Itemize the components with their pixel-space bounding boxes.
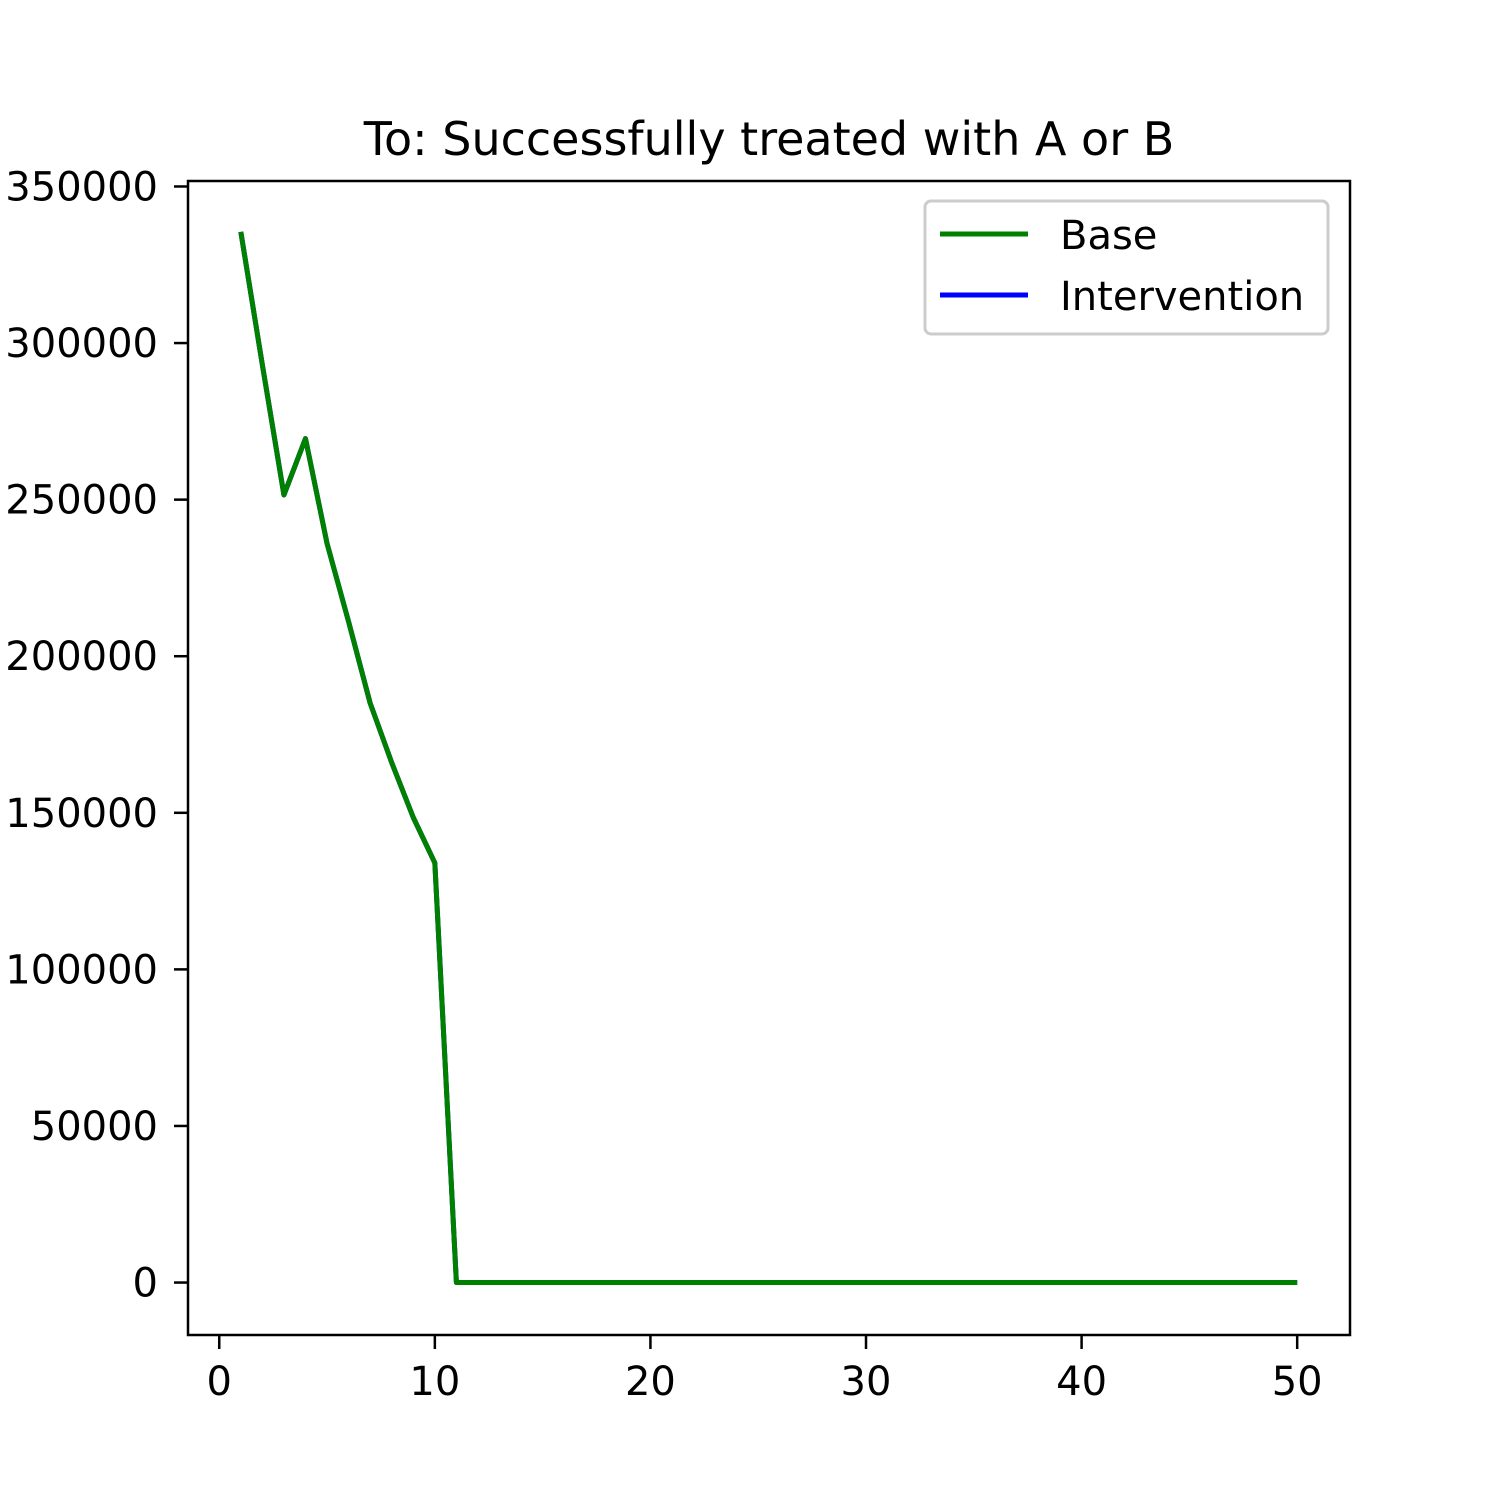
x-tick-label: 20: [625, 1359, 676, 1405]
x-axis: 0 10 20 30 40 50: [207, 1335, 1323, 1405]
y-tick-label: 250000: [5, 478, 158, 524]
y-tick-label: 0: [133, 1261, 158, 1307]
x-tick-label: 10: [409, 1359, 460, 1405]
y-tick-label: 300000: [5, 321, 158, 367]
x-tick-label: 30: [841, 1359, 892, 1405]
y-tick-label: 50000: [31, 1104, 158, 1150]
y-tick-label: 350000: [5, 164, 158, 210]
legend: Base Intervention: [923, 199, 1330, 336]
legend-label-base: Base: [1060, 213, 1157, 259]
y-axis: 0 50000 100000 150000 200000 250000 300000 3500…: [5, 164, 188, 1307]
x-tick-label: 40: [1056, 1359, 1107, 1405]
y-tick-label: 150000: [5, 791, 158, 837]
plot-frame: [186, 179, 1352, 1337]
legend-entry-base: Base: [940, 213, 1157, 259]
y-tick-label: 200000: [5, 634, 158, 680]
x-tick-label: 50: [1272, 1359, 1323, 1405]
legend-entry-intervention: Intervention: [940, 274, 1304, 320]
legend-label-intervention: Intervention: [1060, 274, 1304, 320]
y-tick-label: 100000: [5, 947, 158, 993]
chart-title: To: Successfully treated with A or B: [363, 112, 1175, 166]
series-layer: [238, 231, 1298, 1286]
series-line-base: [238, 231, 1298, 1286]
plot-area: [188, 181, 1350, 1335]
x-tick-label: 0: [207, 1359, 232, 1405]
